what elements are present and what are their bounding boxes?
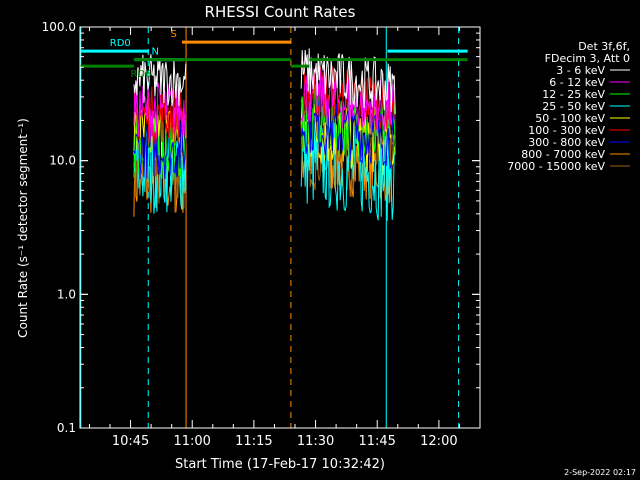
legend-label: 7000 - 15000 keV xyxy=(507,160,605,173)
legend-header: Det 3f,6f, xyxy=(578,40,630,53)
x-tick-label: 11:30 xyxy=(297,434,334,449)
series-line xyxy=(133,122,187,180)
y-tick-label: 10.0 xyxy=(49,154,76,168)
footer-timestamp: 2-Sep-2022 02:17 xyxy=(564,468,636,477)
plot-frame xyxy=(79,26,481,429)
legend-label: 12 - 25 keV xyxy=(542,88,605,101)
series-line xyxy=(300,67,396,136)
flag-label: RD6 xyxy=(130,69,151,80)
x-axis-ticks: 10:45 11:00 11:15 11:30 11:45 12:00 xyxy=(88,27,481,449)
x-tick-label: 10:45 xyxy=(112,434,149,449)
series-traces xyxy=(133,48,396,221)
series-line xyxy=(133,81,187,140)
x-axis-label: Start Time (17-Feb-17 10:32:42) xyxy=(175,457,385,472)
legend-label: 800 - 7000 keV xyxy=(521,148,605,161)
flag-label: RD0 xyxy=(110,38,131,49)
x-tick-label: 11:00 xyxy=(173,434,210,449)
legend-label: 6 - 12 keV xyxy=(549,76,605,89)
x-tick-label: 12:00 xyxy=(420,434,457,449)
y-axis-label: Count Rate (s⁻¹ detector segment⁻¹) xyxy=(16,118,30,338)
series-line xyxy=(300,48,396,115)
legend-label: 100 - 300 keV xyxy=(528,124,605,137)
flag-label: S xyxy=(171,29,177,40)
legend-label: 3 - 6 keV xyxy=(556,64,605,77)
x-tick-label: 11:45 xyxy=(358,434,395,449)
legend-label: 50 - 100 keV xyxy=(535,112,605,125)
y-tick-label: 100.0 xyxy=(42,20,76,34)
y-tick-label: 0.1 xyxy=(57,421,76,435)
flag-label: N xyxy=(151,47,158,58)
y-axis-ticks: 0.1 1.0 10.0 100.0 xyxy=(42,20,480,435)
legend-header: FDecim 3, Att 0 xyxy=(545,52,630,65)
x-tick-label: 11:15 xyxy=(235,434,272,449)
series-line xyxy=(133,123,187,214)
legend-label: 25 - 50 keV xyxy=(542,100,605,113)
series-line xyxy=(300,99,396,170)
legend-label: 300 - 800 keV xyxy=(528,136,605,149)
y-tick-label: 1.0 xyxy=(57,287,76,301)
chart-title: RHESSI Count Rates xyxy=(205,3,356,21)
